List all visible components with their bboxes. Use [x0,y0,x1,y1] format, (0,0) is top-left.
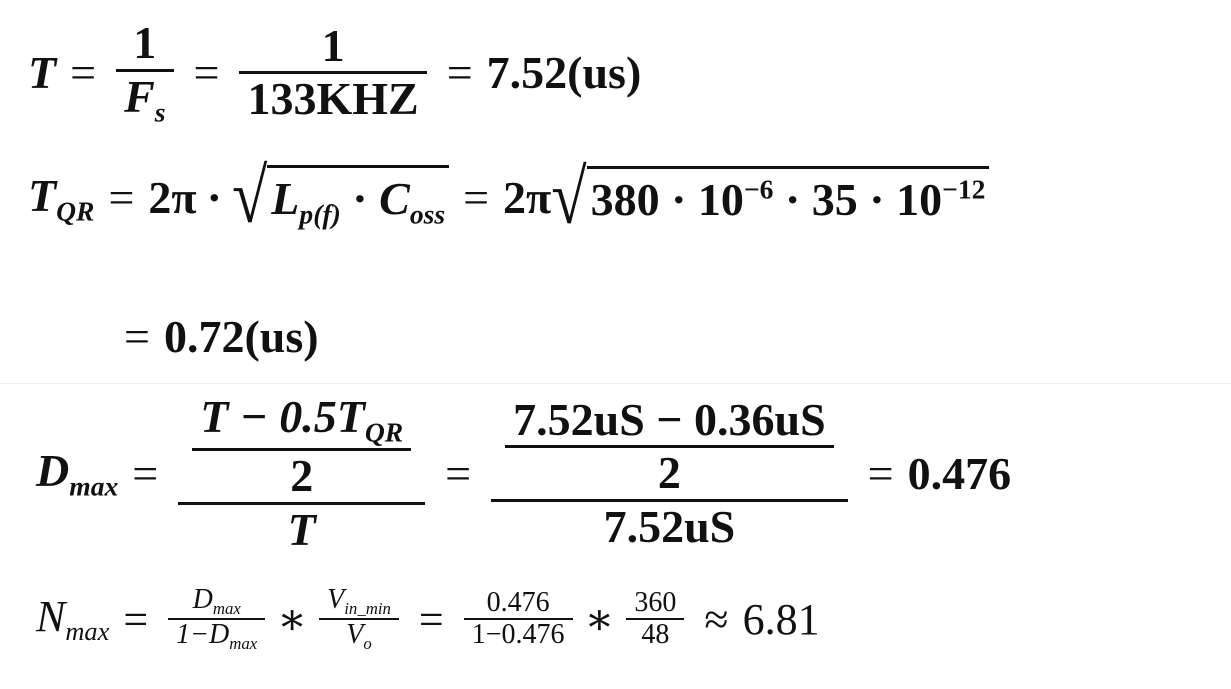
var-Dmax: Dmax [36,445,119,502]
equals: = [132,448,159,500]
result: 7.52(us) [486,47,642,99]
sqrt-lc: √ Lp(f) · Coss [232,158,450,235]
equals: = [418,594,444,644]
var-TQR: TQR [28,169,95,227]
var-T: T [28,47,57,99]
equals: = [867,448,894,500]
times: ∗ [584,594,615,644]
denominator: Fs [124,70,166,128]
approx: ≈ [704,594,729,644]
two-pi: 2π [503,172,552,224]
times: ∗ [277,594,308,644]
result: 0.476 [907,448,1012,500]
equals: = [70,47,97,99]
equals: = [108,172,135,224]
fraction-360-48: 360 48 [626,587,685,652]
divider [0,383,1231,384]
fraction-vin-vo: Vin_min Vo [319,584,399,654]
result: 6.81 [742,594,820,644]
equals: = [445,448,472,500]
numerator: 1 [133,17,157,68]
equation-nmax: Nmax = Dmax 1−Dmax ∗ Vin_min Vo = 0.476 1… [36,584,820,654]
fraction-dmax-numeric: 7.52uS − 0.36uS 2 7.52uS [491,394,848,553]
equals: = [446,47,473,99]
equals: = [124,311,150,362]
sqrt-numeric: √ 380 · 10−6 · 35 · 10−12 [551,158,990,236]
equals: = [123,594,149,644]
equation-tqr-result: = 0.72(us) [110,310,319,363]
fraction-1-over-fs: 1 Fs [116,17,174,128]
fraction-1-over-133khz: 1 133KHZ [239,19,427,125]
denominator: 133KHZ [247,73,419,125]
equals: = [463,172,490,224]
dot: · [206,172,222,224]
numerator: 1 [321,19,345,71]
equals: = [193,47,220,99]
result: 0.72(us) [163,311,319,362]
equation-dmax: Dmax = T − 0.5TQR 2 T = 7.52uS − 0.36uS 2 … [36,391,1012,555]
fraction-dmax-symbolic: T − 0.5TQR 2 T [178,391,426,555]
equation-period: T = 1 Fs = 1 133KHZ = 7.52(us) [28,17,642,128]
var-Nmax: Nmax [36,592,110,647]
two-pi: 2π [148,172,197,224]
fraction-numeric-duty: 0.476 1−0.476 [463,587,573,652]
equation-tqr: TQR = 2π · √ Lp(f) · Coss = 2π √ 380 · 1… [28,158,990,236]
fraction-dmax-ratio: Dmax 1−Dmax [168,584,266,654]
